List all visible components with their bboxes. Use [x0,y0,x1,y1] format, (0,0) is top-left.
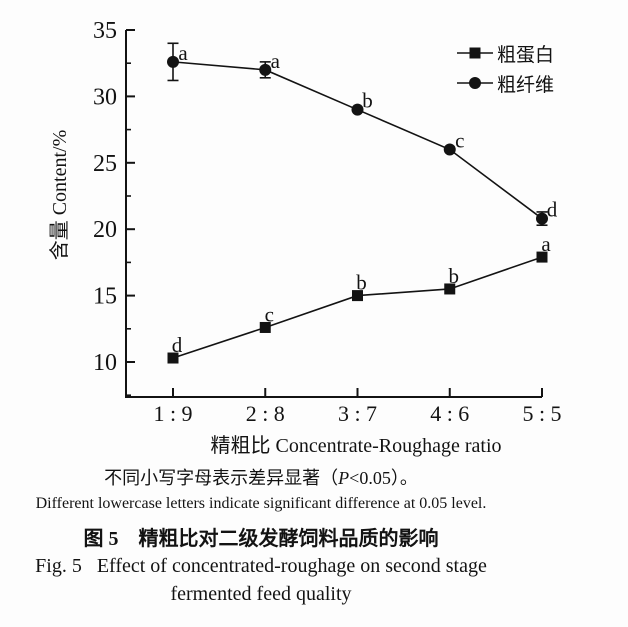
significance-letter: d [172,333,183,357]
data-point-marker-circle [536,212,548,225]
caption-note-en: Different lowercase letters indicate sig… [35,495,487,512]
caption-note-zh: 不同小写字母表示差异显著（P<0.05）。 [0,464,522,490]
data-point-marker-square [352,290,363,302]
significance-letter: a [541,232,551,256]
data-point-marker-square [259,321,271,333]
legend-marker-square [469,47,481,59]
caption-note-zh-tail: <0.05）。 [349,468,418,488]
significance-letter: a [178,41,188,65]
legend-label-crude-fiber: 粗纤维 [497,74,554,96]
x-axis-tick-label: 3 : 7 [338,401,377,426]
significance-letter: c [265,302,274,326]
figure-title-zh: 图 5 精粗比对二级发酵饲料品质的影响 [83,528,439,550]
x-axis-title: 精粗比 Concentrate-Roughage ratio [210,434,501,457]
y-axis-tick-label: 20 [93,217,117,243]
significance-letter: d [547,198,558,222]
x-axis-tick-label: 1 : 9 [153,401,192,426]
legend-label-crude-protein: 粗蛋白 [497,44,554,66]
significance-letter: b [362,89,373,113]
data-point-marker-square [167,352,179,364]
y-axis-tick-label: 30 [93,84,117,110]
y-axis-tick-label: 25 [93,151,117,177]
y-axis-tick-label: 10 [93,350,117,376]
data-point-marker-circle [351,103,364,116]
legend-marker-circle [469,77,481,89]
series-line-crude-fiber [172,61,543,220]
significance-letter: b [449,264,460,288]
significance-letter: c [455,129,464,153]
x-axis-tick-label: 2 : 8 [246,401,285,426]
data-point-marker-circle [259,63,272,76]
series-crude-protein [167,251,548,364]
x-axis-tick-label: 5 : 5 [522,401,561,426]
figure-title-en-line2: fermented feed quality [170,583,352,605]
line-chart: 35 30 25 20 15 10 1 : 9 2 : 8 3 : 7 4 : 6 5 : 5 精粗比… [48,18,562,457]
figure-title-en-line1: Fig. 5 Effect of concentrated-roughage o… [35,555,487,577]
data-point-marker-circle [167,55,179,68]
axis-line [125,30,542,398]
data-point-marker-square [536,251,548,263]
data-point-marker-circle [443,143,456,156]
caption-note-p-symbol: P [338,468,350,488]
y-axis-tick-label: 35 [93,18,117,44]
series-crude-fiber [167,42,548,227]
x-axis-tick-label: 4 : 6 [430,401,469,426]
y-axis-tick-label: 15 [93,284,117,310]
caption-note-zh-text: 不同小写字母表示差异显著（ [104,468,339,488]
y-axis-title: 含量 Content/% [48,130,71,261]
data-point-marker-square [444,283,456,295]
significance-letter: b [356,271,367,295]
significance-letter: a [271,49,281,73]
